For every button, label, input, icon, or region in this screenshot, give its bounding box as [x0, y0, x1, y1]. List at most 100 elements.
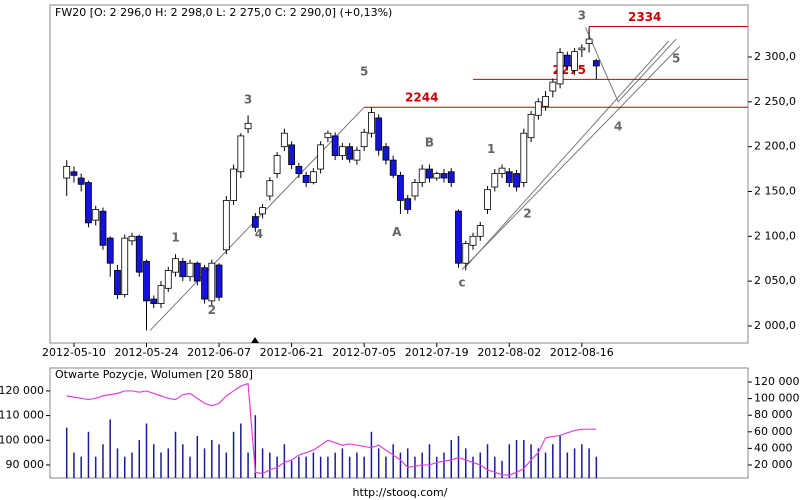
candle-body: [317, 144, 325, 170]
candle-body: [164, 269, 172, 289]
y2-tick-label: 60 000: [754, 425, 793, 438]
y2-tick-label: 20 000: [754, 458, 793, 471]
y-tick-label: 2 050,0: [754, 274, 796, 287]
y-tick-label: 2 250,0: [754, 95, 796, 108]
y-tick-label: 2 200,0: [754, 140, 796, 153]
trend-line: [465, 40, 670, 268]
y2-tick-label: 100 000: [754, 392, 800, 405]
x-tick-label: 2012-05-24: [115, 346, 179, 359]
candle-body: [578, 47, 586, 51]
wave-label: 1: [171, 231, 179, 245]
y-tick-label: 120 000: [0, 384, 44, 397]
candle-body: [476, 225, 484, 237]
candle-body: [92, 209, 100, 221]
candle-body: [295, 165, 303, 174]
chart-title: FW20 [O: 2 296,0 H: 2 298,0 L: 2 275,0 C…: [55, 6, 392, 19]
candle-body: [404, 198, 412, 210]
candle-body: [266, 180, 274, 197]
candle-body: [157, 285, 165, 304]
x-tick-label: 2012-08-02: [477, 346, 541, 359]
y2-tick-label: 80 000: [754, 408, 793, 421]
y-tick-label: 110 000: [0, 409, 44, 422]
candle-body: [549, 81, 557, 92]
candle-body: [346, 146, 354, 160]
wave-label: c: [459, 275, 466, 289]
candle-body: [563, 54, 571, 67]
candle-body: [186, 262, 194, 278]
wave-label: 2: [208, 303, 216, 317]
candle-body: [150, 298, 158, 304]
x-tick-label: 2012-08-16: [550, 346, 614, 359]
candle-body: [534, 101, 542, 116]
candle-body: [135, 235, 143, 273]
wave-label: A: [392, 225, 402, 239]
candle-body: [505, 171, 513, 183]
wave-label: 4: [255, 227, 263, 241]
candle-body: [302, 174, 310, 183]
y-tick-label: 2 150,0: [754, 184, 796, 197]
candle-body: [527, 113, 535, 139]
y2-tick-label: 120 000: [754, 375, 800, 388]
candle-body: [121, 237, 129, 295]
candle-body: [556, 52, 564, 85]
level-label: 2334: [628, 10, 661, 24]
wave-label: 3: [244, 93, 252, 107]
candle-body: [339, 146, 346, 157]
main-panel: [49, 4, 749, 344]
candle-body: [513, 173, 520, 188]
x-tick-label: 2012-06-21: [260, 346, 324, 359]
candle-body: [571, 51, 578, 71]
wave-label: 4: [614, 119, 622, 133]
wave-label: 3: [578, 8, 586, 22]
candle-body: [201, 267, 208, 300]
candle-body: [447, 171, 455, 183]
x-tick-label: 2012-07-19: [405, 346, 469, 359]
candle-body: [353, 149, 361, 161]
wave-label: 5: [360, 65, 368, 79]
wave-label: B: [425, 136, 434, 150]
y-tick-label: 90 000: [6, 458, 45, 471]
candle-body: [143, 261, 150, 302]
candle-body: [498, 167, 506, 174]
candle-body: [259, 207, 266, 215]
candle-body: [455, 210, 462, 264]
candle-body: [360, 131, 368, 148]
lower-panel: [49, 367, 749, 479]
candle-body: [114, 269, 121, 295]
candle-body: [397, 174, 404, 201]
level-label: 2244: [405, 91, 438, 105]
candle-body: [208, 262, 216, 302]
candle-body: [389, 159, 397, 176]
candle-body: [585, 38, 593, 44]
candle-body: [484, 189, 491, 210]
candle-body: [128, 235, 136, 242]
candle-body: [324, 132, 332, 139]
panel-title: Otwarte Pozycje, Wolumen [20 580]: [55, 368, 253, 381]
candle-body: [375, 117, 383, 151]
candle-body: [592, 60, 600, 67]
trend-line: [461, 45, 681, 270]
marker: [251, 337, 259, 343]
candle-body: [172, 258, 179, 273]
candle-body: [215, 264, 223, 298]
candle-body: [433, 173, 441, 179]
candle-body: [542, 96, 549, 107]
candle-body: [251, 216, 259, 228]
candle-body: [462, 243, 470, 264]
candle-body: [273, 155, 281, 174]
candle-body: [440, 173, 448, 179]
candle-body: [244, 122, 252, 130]
candle-body: [418, 168, 426, 183]
candle-body: [491, 173, 499, 188]
candle-body: [411, 182, 419, 197]
candle-body: [469, 235, 477, 246]
x-tick-label: 2012-05-10: [42, 346, 106, 359]
candle-body: [85, 182, 92, 224]
candle-body: [193, 262, 201, 282]
candle-body: [309, 171, 317, 183]
y2-tick-label: 40 000: [754, 441, 793, 454]
trend-line: [585, 27, 677, 103]
wave-label: 5: [672, 51, 680, 65]
candle-body: [237, 135, 245, 173]
